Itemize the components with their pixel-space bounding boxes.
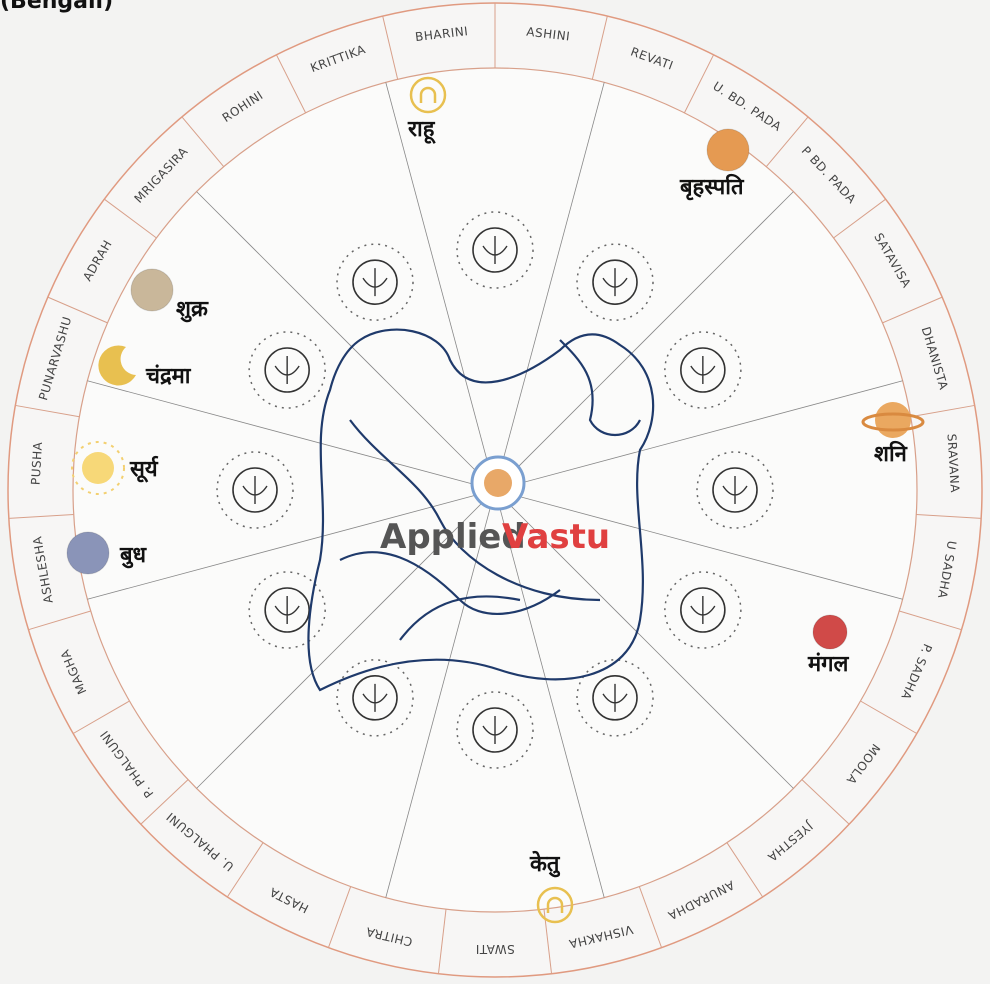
wheel-page: (Bengali) BHARINIASHINIREVATIU. BD. PADA… (0, 0, 990, 984)
planet-label: चंद्रमा (145, 364, 192, 389)
planet (707, 129, 749, 171)
saturn (875, 402, 911, 438)
planet-label: बुध (119, 543, 148, 569)
planet-label: बृहस्पति (679, 173, 745, 201)
planet (813, 615, 847, 649)
sun (82, 452, 114, 484)
nakshatra-label: PUSHA (29, 441, 46, 485)
planet-label: सूर्य (129, 455, 159, 483)
planet-label: शुक्र (176, 297, 209, 323)
planet-label: राहू (407, 117, 436, 144)
planet-label: केतु (529, 850, 561, 878)
planet (67, 532, 109, 574)
nakshatra-label: SWATI (475, 942, 514, 956)
header-title: (Bengali) (0, 0, 113, 14)
planet-label: शनि (874, 440, 908, 467)
logo-vastu: Vastu (502, 517, 610, 557)
logo-emblem-core (484, 469, 512, 497)
planet (131, 269, 173, 311)
planet-label: मंगल (807, 652, 850, 677)
